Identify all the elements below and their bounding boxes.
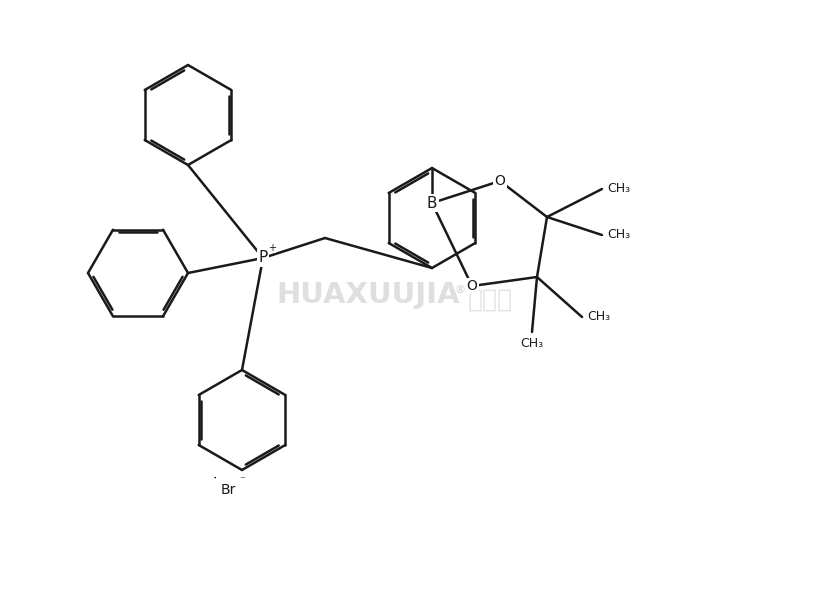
Text: Br: Br — [220, 483, 235, 497]
Text: ®: ® — [454, 285, 465, 295]
Text: B: B — [427, 196, 438, 210]
Text: O: O — [467, 279, 478, 293]
Text: CH₃: CH₃ — [520, 337, 544, 350]
Text: +: + — [268, 243, 276, 253]
Text: HUAXUUJIA: HUAXUUJIA — [276, 281, 460, 309]
Text: O: O — [494, 174, 505, 188]
Text: CH₃: CH₃ — [607, 183, 630, 196]
Text: 化学加: 化学加 — [468, 288, 513, 312]
Text: ˙: ˙ — [210, 476, 219, 494]
Text: ⁻: ⁻ — [239, 475, 245, 485]
Text: CH₃: CH₃ — [587, 310, 610, 323]
Text: CH₃: CH₃ — [607, 229, 630, 241]
Text: P: P — [258, 250, 268, 266]
